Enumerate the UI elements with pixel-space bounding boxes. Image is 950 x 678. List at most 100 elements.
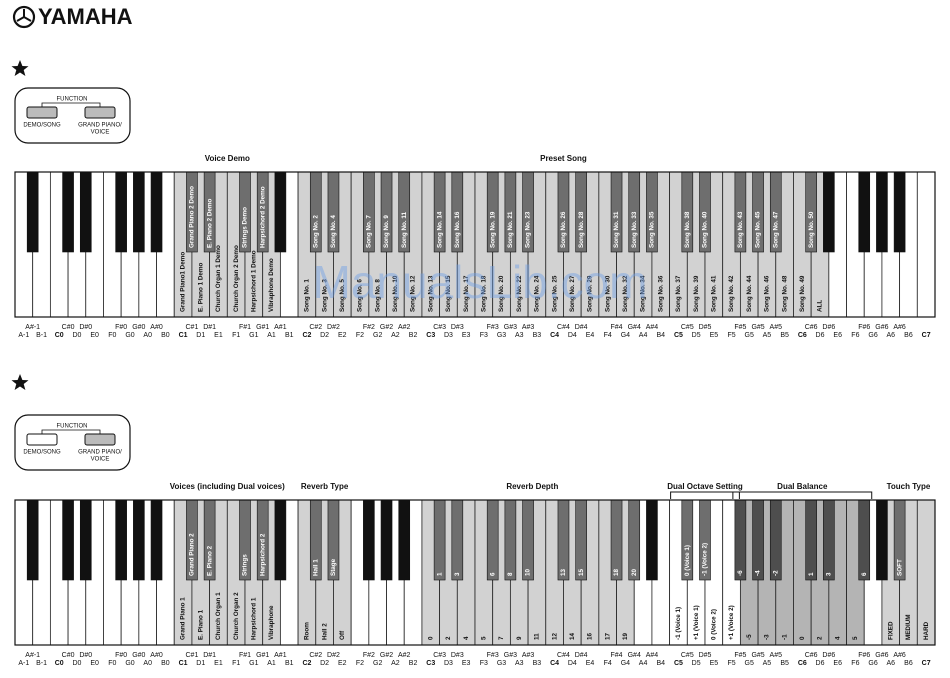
black-key[interactable] <box>79 499 92 581</box>
black-key-name: C#3 <box>433 324 446 331</box>
section-title: Dual Octave Setting <box>667 482 743 491</box>
black-key-name: C#5 <box>681 324 694 331</box>
black-key-label: -1 (Voice 2) <box>702 543 709 576</box>
white-key-label: Song No. 10 <box>392 275 399 312</box>
white-key-label: FIXED <box>887 621 894 640</box>
panel-button[interactable] <box>26 433 58 446</box>
black-key[interactable] <box>752 499 764 581</box>
black-key[interactable] <box>26 171 39 253</box>
black-key[interactable] <box>486 499 499 581</box>
black-key[interactable] <box>769 499 782 581</box>
black-key-label: Song No. 2 <box>312 215 319 248</box>
black-key[interactable] <box>575 499 587 581</box>
black-key-label: Song No. 16 <box>454 211 461 248</box>
black-key[interactable] <box>876 171 888 253</box>
white-key-label: Church Organ 2 Demo <box>233 245 240 312</box>
white-key-name: A1 <box>267 332 276 339</box>
black-key[interactable] <box>79 171 92 253</box>
white-key-name: F6 <box>851 332 859 339</box>
black-key[interactable] <box>522 499 534 581</box>
white-key-label: Song No. 18 <box>481 275 488 312</box>
white-key-name: D6 <box>816 660 825 667</box>
white-key-name: F0 <box>108 660 116 667</box>
black-key[interactable] <box>858 171 871 253</box>
white-key[interactable] <box>916 171 936 318</box>
black-key[interactable] <box>62 171 74 253</box>
black-key[interactable] <box>805 499 817 581</box>
black-key[interactable] <box>115 499 127 581</box>
black-key[interactable] <box>823 171 835 253</box>
white-key-name: D6 <box>816 332 825 339</box>
black-key-label: Strings Demo <box>242 207 249 248</box>
black-key-name: A#6 <box>893 652 906 659</box>
white-key-name: E1 <box>214 660 223 667</box>
black-key[interactable] <box>451 499 464 581</box>
black-key[interactable] <box>398 499 411 581</box>
black-key-label: Grand Piano 2 <box>189 533 196 576</box>
black-key-name: F#3 <box>487 324 499 331</box>
black-key-label: 6 <box>861 572 868 576</box>
black-key[interactable] <box>504 499 517 581</box>
panel-button[interactable] <box>26 106 58 119</box>
white-key-name: B6 <box>904 332 913 339</box>
yamaha-logo: YAMAHA <box>12 4 133 29</box>
logo-emblem <box>12 5 36 29</box>
white-key-label: Song No. 30 <box>604 275 611 312</box>
white-key-label: Song No. 12 <box>410 275 417 312</box>
black-key[interactable] <box>274 499 287 581</box>
white-key-label: -3 <box>764 634 771 640</box>
star-icon <box>11 60 29 76</box>
black-key-name: G#1 <box>256 652 269 659</box>
white-key-name: F1 <box>232 332 240 339</box>
black-key[interactable] <box>150 499 163 581</box>
black-key[interactable] <box>150 171 163 253</box>
panel-button[interactable] <box>84 106 116 119</box>
black-key-name: F#0 <box>115 324 127 331</box>
black-key[interactable] <box>893 171 906 253</box>
white-key-name: C1 <box>179 660 188 667</box>
black-key-name: D#1 <box>203 652 216 659</box>
white-key-name: E0 <box>90 660 99 667</box>
section-title: Dual Balance <box>777 482 828 491</box>
black-key-label: Song No. 7 <box>366 215 373 248</box>
black-key[interactable] <box>363 499 375 581</box>
black-key[interactable] <box>876 499 888 581</box>
black-key-name: D#4 <box>575 652 588 659</box>
black-key[interactable] <box>115 171 127 253</box>
black-key[interactable] <box>557 499 570 581</box>
black-key[interactable] <box>133 171 145 253</box>
black-key[interactable] <box>823 499 835 581</box>
white-key-name: F5 <box>727 660 735 667</box>
black-key[interactable] <box>628 499 641 581</box>
black-key[interactable] <box>380 499 393 581</box>
black-key[interactable] <box>858 499 871 581</box>
black-key[interactable] <box>610 499 623 581</box>
white-key-label: 12 <box>551 632 558 640</box>
section-title: Preset Song <box>540 154 587 163</box>
black-key-name: F#1 <box>239 652 251 659</box>
black-key-name: D#5 <box>699 324 712 331</box>
black-key-name: F#5 <box>734 652 746 659</box>
black-key[interactable] <box>433 499 446 581</box>
black-key[interactable] <box>274 171 287 253</box>
white-key-label: Song No. 6 <box>357 279 364 312</box>
black-key-name: G#0 <box>132 324 145 331</box>
black-key-name: C#1 <box>186 324 199 331</box>
black-key[interactable] <box>26 499 39 581</box>
black-key[interactable] <box>62 499 74 581</box>
white-key-name: A4 <box>639 332 648 339</box>
black-key[interactable] <box>734 499 747 581</box>
white-key-label: Room <box>304 622 311 640</box>
white-key-name: D5 <box>692 332 701 339</box>
white-key-label: +1 (Voice 2) <box>728 605 735 640</box>
black-key-name: F#3 <box>487 652 499 659</box>
white-key-name: D3 <box>444 660 453 667</box>
white-key-name: C3 <box>426 332 435 339</box>
black-key-label: Song No. 26 <box>560 211 567 248</box>
black-key-name: G#3 <box>504 324 517 331</box>
black-key[interactable] <box>133 499 145 581</box>
panel-button[interactable] <box>84 433 116 446</box>
white-key-name: A-1 <box>18 660 29 667</box>
black-key[interactable] <box>646 499 658 581</box>
